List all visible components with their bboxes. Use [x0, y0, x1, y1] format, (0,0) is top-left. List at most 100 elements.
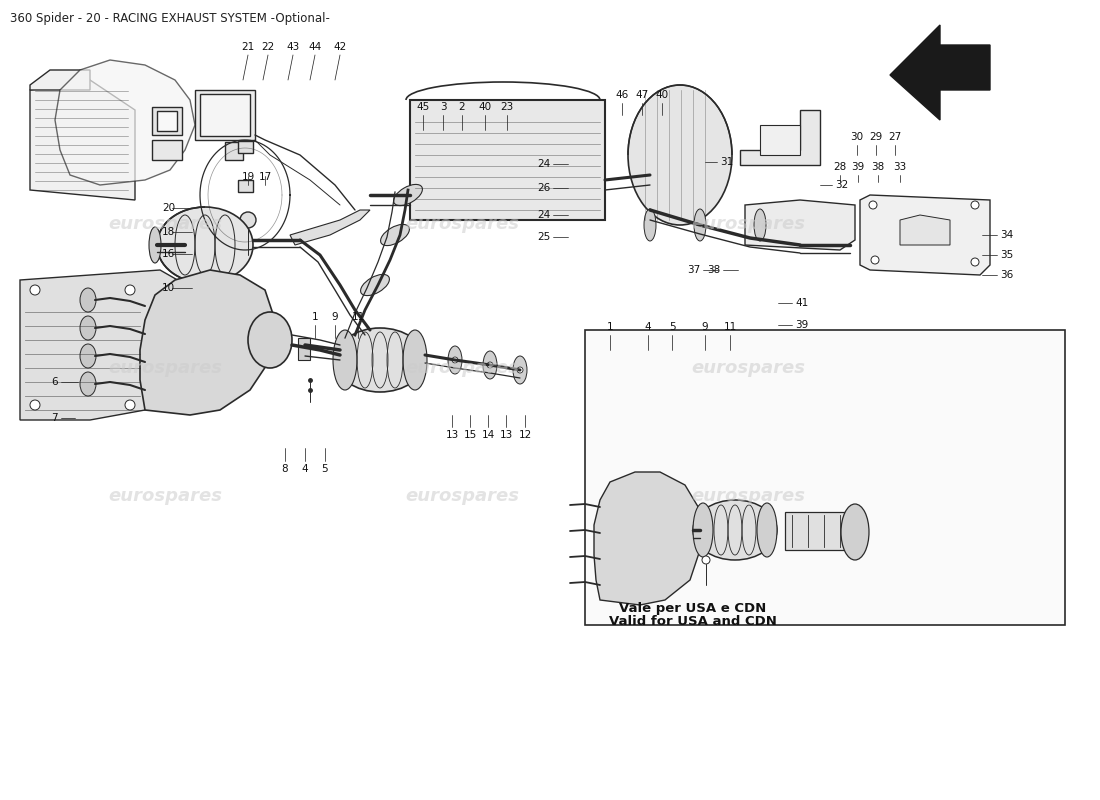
Bar — [585, 330, 1065, 625]
Ellipse shape — [30, 400, 40, 410]
Polygon shape — [890, 25, 990, 120]
Ellipse shape — [513, 356, 527, 384]
Text: 21: 21 — [241, 42, 254, 52]
Bar — [152, 107, 182, 135]
Text: 39: 39 — [851, 162, 865, 172]
Text: 38: 38 — [706, 265, 721, 275]
Text: 33: 33 — [893, 162, 906, 172]
Text: 30: 30 — [850, 132, 864, 142]
Text: 38: 38 — [871, 162, 884, 172]
Ellipse shape — [403, 330, 427, 390]
Bar — [195, 90, 255, 140]
Polygon shape — [860, 195, 990, 275]
Ellipse shape — [394, 185, 422, 206]
Ellipse shape — [80, 372, 96, 396]
Text: 39: 39 — [795, 320, 808, 330]
Bar — [238, 141, 253, 153]
Ellipse shape — [871, 256, 879, 264]
Text: 13: 13 — [446, 430, 459, 440]
Text: 5: 5 — [669, 322, 675, 332]
Ellipse shape — [842, 504, 869, 560]
Text: 1: 1 — [311, 312, 318, 322]
Text: 25: 25 — [537, 232, 550, 242]
Bar — [298, 338, 310, 360]
Text: 31: 31 — [720, 157, 734, 167]
Text: 5: 5 — [321, 464, 328, 474]
Text: eurospares: eurospares — [108, 359, 222, 377]
Text: 20: 20 — [162, 203, 175, 213]
Text: 12: 12 — [518, 430, 531, 440]
Ellipse shape — [80, 288, 96, 312]
Text: 44: 44 — [308, 42, 321, 52]
Text: 4: 4 — [645, 322, 651, 332]
Text: eurospares: eurospares — [108, 215, 222, 233]
Bar — [226, 142, 243, 160]
Text: eurospares: eurospares — [405, 215, 519, 233]
Text: 22: 22 — [262, 42, 275, 52]
Ellipse shape — [80, 344, 96, 368]
Ellipse shape — [125, 400, 135, 410]
Text: 32: 32 — [835, 180, 848, 190]
Polygon shape — [900, 215, 950, 245]
Text: 14: 14 — [482, 430, 495, 440]
Ellipse shape — [487, 362, 493, 368]
Text: 40: 40 — [478, 102, 492, 112]
Bar — [200, 94, 250, 136]
Ellipse shape — [248, 312, 292, 368]
Ellipse shape — [452, 357, 458, 363]
Ellipse shape — [361, 274, 389, 295]
Bar — [238, 180, 253, 192]
Ellipse shape — [757, 503, 777, 557]
Ellipse shape — [693, 503, 713, 557]
Bar — [785, 512, 855, 550]
Text: 28: 28 — [834, 162, 847, 172]
Text: 29: 29 — [869, 132, 882, 142]
Text: 10: 10 — [162, 283, 175, 293]
Polygon shape — [290, 210, 370, 245]
Ellipse shape — [693, 500, 777, 560]
Ellipse shape — [448, 346, 462, 374]
Ellipse shape — [80, 316, 96, 340]
Text: 43: 43 — [286, 42, 299, 52]
Text: 3: 3 — [440, 102, 447, 112]
Text: 35: 35 — [1000, 250, 1013, 260]
Text: 11: 11 — [351, 312, 364, 322]
Text: 24: 24 — [537, 159, 550, 169]
Ellipse shape — [336, 328, 425, 392]
Text: 47: 47 — [636, 90, 649, 100]
Ellipse shape — [971, 258, 979, 266]
Ellipse shape — [157, 207, 253, 283]
Text: 11: 11 — [724, 322, 737, 332]
Bar — [152, 140, 182, 160]
Polygon shape — [594, 472, 700, 605]
Text: 4: 4 — [301, 464, 308, 474]
Text: Vale per USA e CDN: Vale per USA e CDN — [619, 602, 767, 615]
Text: 15: 15 — [463, 430, 476, 440]
Ellipse shape — [125, 285, 135, 295]
Text: 7: 7 — [52, 413, 58, 423]
Polygon shape — [745, 200, 855, 250]
Bar — [410, 100, 605, 220]
Polygon shape — [140, 270, 275, 415]
Text: 37: 37 — [686, 265, 700, 275]
Text: 42: 42 — [333, 42, 346, 52]
Text: 41: 41 — [795, 298, 808, 308]
Text: 9: 9 — [332, 312, 339, 322]
Text: 1: 1 — [607, 322, 614, 332]
Text: 16: 16 — [162, 249, 175, 259]
Text: 17: 17 — [258, 172, 272, 182]
Text: 36: 36 — [1000, 270, 1013, 280]
Polygon shape — [20, 270, 200, 420]
Text: Valid for USA and CDN: Valid for USA and CDN — [609, 615, 777, 628]
Text: 360 Spider - 20 - RACING EXHAUST SYSTEM -Optional-: 360 Spider - 20 - RACING EXHAUST SYSTEM … — [10, 12, 330, 25]
Text: 6: 6 — [52, 377, 58, 387]
Text: 26: 26 — [537, 183, 550, 193]
Text: 18: 18 — [162, 227, 175, 237]
Text: 8: 8 — [282, 464, 288, 474]
Ellipse shape — [381, 225, 409, 246]
Text: eurospares: eurospares — [691, 215, 805, 233]
Text: 19: 19 — [241, 172, 254, 182]
Polygon shape — [30, 80, 135, 200]
Ellipse shape — [628, 85, 732, 225]
Text: 34: 34 — [1000, 230, 1013, 240]
